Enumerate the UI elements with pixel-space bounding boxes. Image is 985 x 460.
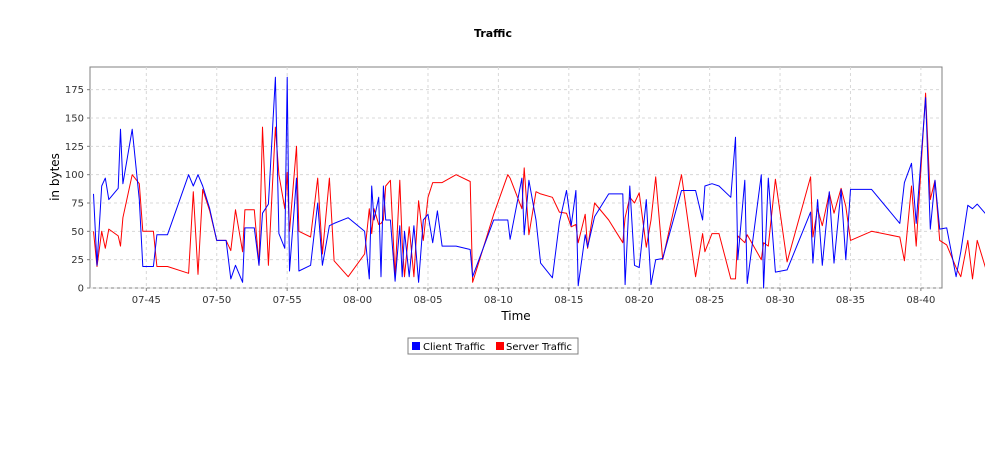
x-tick-label: 07-45: [132, 295, 161, 306]
y-tick-label: 100: [65, 170, 84, 181]
legend-swatch-server: [496, 342, 504, 350]
x-tick-label: 08-30: [766, 295, 795, 306]
legend-label-client: Client Traffic: [423, 342, 485, 353]
x-tick-label: 08-05: [413, 295, 442, 306]
x-tick-label: 08-40: [906, 295, 935, 306]
y-axis-label: in bytes: [48, 153, 62, 201]
plot-area: [89, 66, 943, 289]
x-tick-label: 08-25: [695, 295, 724, 306]
y-tick-label: 75: [71, 199, 84, 210]
x-tick-label: 07-50: [202, 295, 231, 306]
x-tick-label: 08-15: [554, 295, 583, 306]
x-tick-label: 08-10: [484, 295, 513, 306]
legend-label-server: Server Traffic: [506, 342, 572, 353]
x-tick-label: 08-35: [836, 295, 865, 306]
series-lines: [93, 76, 985, 289]
x-axis: 07-45 07-50 07-55 08-00 08-05 08-10 08-15 08-20…: [132, 288, 935, 306]
x-tick-label: 07-55: [273, 295, 302, 306]
x-axis-label: Time: [500, 309, 530, 323]
legend: Client Traffic Server Traffic: [407, 337, 579, 355]
chart-title: Traffic: [474, 27, 512, 40]
y-tick-label: 25: [71, 255, 84, 266]
gridlines: [90, 67, 942, 289]
y-tick-label: 0: [78, 284, 84, 295]
legend-swatch-client: [412, 342, 420, 350]
legend-box: [407, 337, 579, 355]
y-tick-label: 150: [65, 114, 84, 125]
y-axis: 0 25 50 75 100 125 150 175: [65, 85, 90, 295]
y-tick-label: 125: [65, 142, 84, 153]
x-tick-label: 08-00: [343, 295, 372, 306]
x-tick-label: 08-20: [625, 295, 654, 306]
y-tick-label: 50: [71, 227, 84, 238]
series-line-client-traffic: [93, 76, 985, 289]
y-tick-label: 175: [65, 85, 84, 96]
